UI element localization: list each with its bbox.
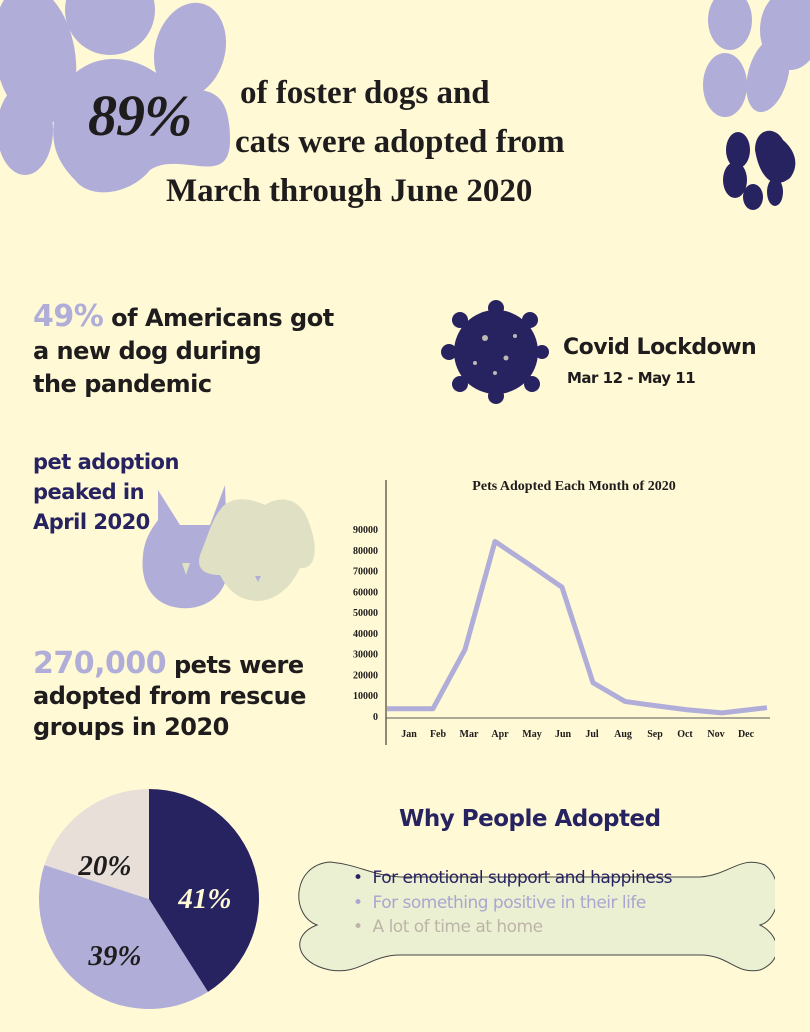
pie-slice xyxy=(44,789,149,899)
paw-icon xyxy=(703,0,810,117)
y-tick-label: 60000 xyxy=(353,587,378,598)
virus-icon xyxy=(441,300,549,404)
y-tick-label: 30000 xyxy=(353,650,378,661)
x-tick-label: Jul xyxy=(585,729,599,740)
stat-highlight: 270,000 xyxy=(33,646,167,681)
headline-line: cats were adopted from xyxy=(235,124,565,160)
y-tick-label: 10000 xyxy=(353,691,378,702)
pie-slice xyxy=(38,865,208,1009)
series-line xyxy=(387,538,768,716)
x-tick-label: Mar xyxy=(460,729,479,740)
covid-dates: Mar 12 - May 11 xyxy=(567,369,696,387)
stat-highlight: 49% xyxy=(33,299,104,334)
x-tick-label: Sep xyxy=(647,729,663,740)
dog-icon xyxy=(199,499,315,601)
peak-text: pet adoption peaked in April 2020 xyxy=(33,447,179,537)
chart-title: Pets Adopted Each Month of 2020 xyxy=(472,479,675,494)
x-tick-label: Apr xyxy=(491,729,509,740)
cat-icon xyxy=(142,485,228,609)
paw-icon xyxy=(0,0,231,193)
y-tick-label: 0 xyxy=(373,712,378,723)
stat-text: of Americans got xyxy=(103,304,334,332)
headline-line: of foster dogs and xyxy=(240,75,490,111)
stat-americans: 49% of Americans got a new dog during th… xyxy=(33,300,334,401)
pie-label: 20% xyxy=(77,850,131,882)
paw-icon xyxy=(723,130,796,210)
paw-prints-decoration xyxy=(0,0,810,210)
pie-label: 39% xyxy=(87,940,141,972)
x-tick-label: Aug xyxy=(614,729,632,740)
headline-percent: 89% xyxy=(88,83,192,148)
y-tick-label: 40000 xyxy=(353,629,378,640)
x-tick-label: Feb xyxy=(430,729,447,740)
x-tick-label: Nov xyxy=(707,729,724,740)
covid-title: Covid Lockdown xyxy=(563,335,757,360)
x-tick-label: Jun xyxy=(555,729,572,740)
stat-text: the pandemic xyxy=(33,370,212,398)
reason-item: A lot of time at home xyxy=(353,915,672,940)
y-tick-label: 90000 xyxy=(353,525,378,536)
reasons-list: For emotional support and happiness For … xyxy=(353,866,673,940)
x-tick-label: May xyxy=(522,729,541,740)
stat-text: a new dog during xyxy=(33,337,262,365)
pie-slice xyxy=(149,789,259,992)
headline-line: March through June 2020 xyxy=(166,173,533,209)
stat-text: adopted from rescue xyxy=(33,682,306,710)
cat-and-dog-illustration xyxy=(142,485,315,609)
y-tick-label: 70000 xyxy=(353,567,378,578)
pie-label: 41% xyxy=(177,883,231,915)
reason-item: For emotional support and happiness xyxy=(353,866,673,891)
x-tick-label: Jan xyxy=(401,729,417,740)
reason-item: For something positive in their life xyxy=(353,891,672,916)
y-tick-label: 20000 xyxy=(353,670,378,681)
stat-text: pets were xyxy=(166,651,304,679)
y-tick-label: 80000 xyxy=(353,546,378,557)
x-tick-label: Oct xyxy=(677,729,693,740)
reasons-title: Why People Adopted xyxy=(399,806,661,832)
stat-pets: 270,000 pets were adopted from rescue gr… xyxy=(33,648,306,743)
peak-line: April 2020 xyxy=(33,510,150,534)
stat-text: groups in 2020 xyxy=(33,713,229,741)
y-tick-label: 50000 xyxy=(353,608,378,619)
peak-line: pet adoption xyxy=(33,450,179,474)
x-tick-label: Dec xyxy=(738,729,755,740)
peak-line: peaked in xyxy=(33,480,145,504)
pie-chart: 41% 39% 20% xyxy=(38,789,259,1009)
